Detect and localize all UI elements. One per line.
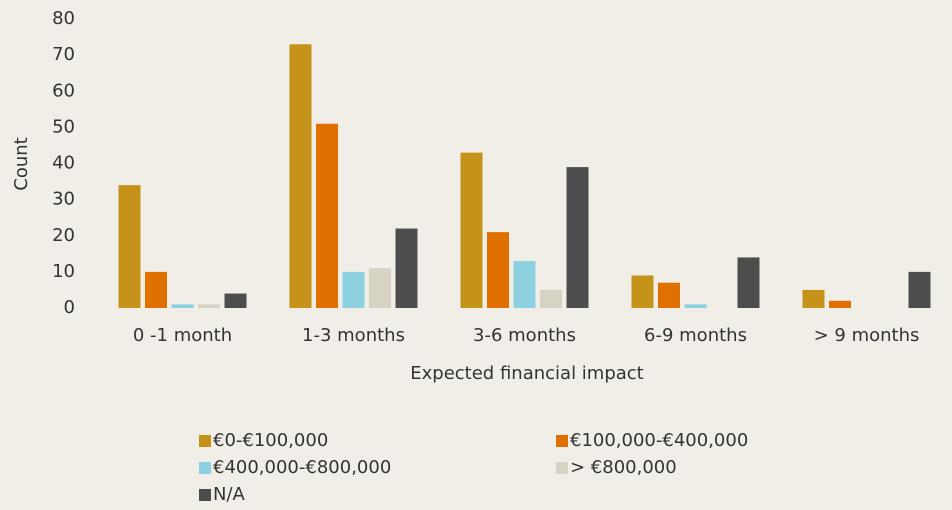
x-tick-label: > 9 months (814, 325, 920, 346)
y-tick-label: 30 (52, 189, 75, 210)
bar (829, 300, 851, 308)
y-tick-label: 0 (64, 297, 75, 318)
x-tick-label: 1-3 months (302, 325, 405, 346)
bar (658, 282, 680, 308)
bar (631, 275, 654, 308)
bar (684, 304, 707, 308)
bar (369, 268, 391, 308)
legend-swatch (199, 462, 211, 474)
bar (289, 44, 312, 308)
legend-swatch (556, 435, 568, 447)
x-tick-label: 6-9 months (644, 325, 747, 346)
legend-label: N/A (213, 484, 246, 505)
legend-label: €100,000-€400,000 (570, 430, 748, 451)
bar (198, 304, 220, 308)
legend-label: €400,000-€800,000 (213, 457, 391, 478)
bar (395, 228, 418, 308)
bar (460, 152, 483, 308)
bar (487, 232, 509, 308)
bar (145, 271, 167, 308)
y-tick-label: 10 (52, 261, 75, 282)
legend-swatch (199, 435, 211, 447)
bar (224, 293, 247, 308)
y-tick-label: 70 (52, 44, 75, 65)
x-tick-label: 0 -1 month (133, 325, 232, 346)
bar (513, 261, 536, 308)
bar (908, 271, 931, 308)
legend-swatch (199, 489, 211, 501)
bar (171, 304, 194, 308)
x-axis-label: Expected financial impact (410, 363, 643, 384)
y-tick-label: 80 (52, 8, 75, 29)
y-tick-label: 60 (52, 80, 75, 101)
legend-label: > €800,000 (570, 457, 677, 478)
bar (737, 257, 760, 308)
y-tick-label: 50 (52, 116, 75, 137)
bar (566, 167, 589, 308)
y-tick-label: 20 (52, 225, 75, 246)
bar (802, 289, 825, 308)
x-tick-label: 3-6 months (473, 325, 576, 346)
legend-label: €0-€100,000 (213, 430, 328, 451)
bar (540, 289, 562, 308)
bar (342, 271, 365, 308)
legend-swatch (556, 462, 568, 474)
y-tick-label: 40 (52, 153, 75, 174)
y-axis-label: Count (11, 137, 32, 190)
bar (118, 185, 141, 308)
bar (316, 123, 338, 308)
